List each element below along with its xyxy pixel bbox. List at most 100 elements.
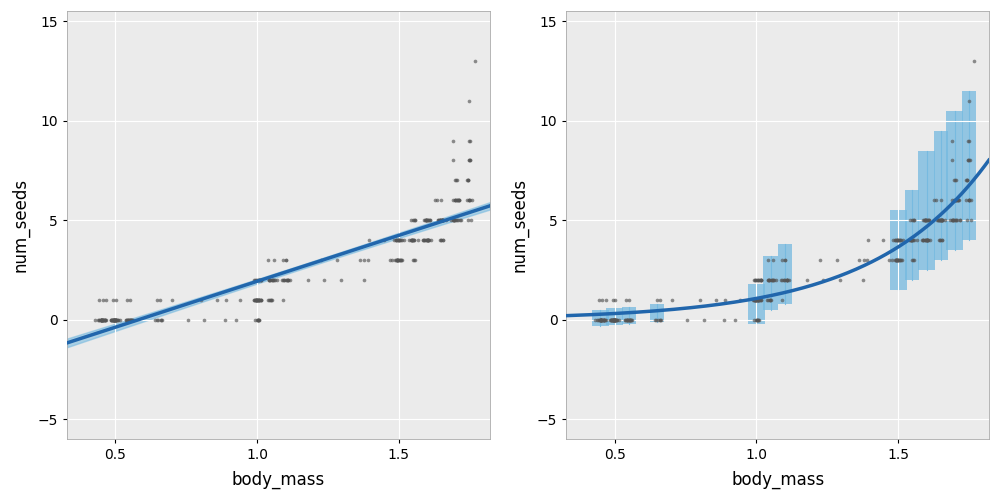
Point bbox=[948, 196, 964, 204]
Point bbox=[404, 236, 420, 244]
Point bbox=[948, 176, 964, 184]
Point bbox=[961, 196, 977, 204]
Point bbox=[407, 216, 423, 224]
Point bbox=[405, 236, 421, 244]
Point bbox=[94, 316, 110, 324]
Point bbox=[249, 296, 265, 304]
Point bbox=[445, 156, 461, 164]
Point bbox=[607, 316, 623, 324]
Point bbox=[906, 216, 922, 224]
Point bbox=[462, 136, 478, 144]
Point bbox=[150, 316, 166, 324]
Point bbox=[108, 316, 124, 324]
Point bbox=[95, 296, 111, 304]
Point bbox=[619, 316, 635, 324]
Point bbox=[393, 256, 409, 264]
Point bbox=[107, 316, 123, 324]
Point bbox=[917, 216, 933, 224]
Point bbox=[593, 316, 609, 324]
Point bbox=[280, 276, 296, 284]
Point bbox=[261, 276, 277, 284]
Point bbox=[118, 316, 134, 324]
Point bbox=[763, 296, 779, 304]
Point bbox=[607, 316, 623, 324]
Point bbox=[921, 216, 937, 224]
Point bbox=[608, 316, 624, 324]
Point bbox=[389, 256, 405, 264]
Point bbox=[108, 316, 124, 324]
Point bbox=[93, 316, 109, 324]
Point bbox=[434, 216, 450, 224]
Point bbox=[608, 316, 624, 324]
Point bbox=[106, 316, 122, 324]
Point bbox=[87, 316, 103, 324]
Point bbox=[752, 296, 768, 304]
Point bbox=[928, 196, 944, 204]
Point bbox=[892, 256, 908, 264]
Point bbox=[105, 316, 121, 324]
Point bbox=[193, 296, 209, 304]
Point bbox=[120, 316, 136, 324]
Point bbox=[416, 216, 432, 224]
Point bbox=[753, 276, 769, 284]
Point bbox=[751, 316, 767, 324]
Point bbox=[96, 316, 112, 324]
Point bbox=[903, 236, 919, 244]
Point bbox=[963, 196, 979, 204]
Bar bbox=[918, 150, 935, 270]
Point bbox=[123, 316, 139, 324]
Point bbox=[119, 296, 135, 304]
Point bbox=[593, 316, 609, 324]
Point bbox=[749, 276, 765, 284]
Point bbox=[389, 236, 405, 244]
Point bbox=[251, 276, 267, 284]
Point bbox=[95, 316, 111, 324]
Point bbox=[247, 316, 263, 324]
Point bbox=[603, 316, 619, 324]
Point bbox=[164, 296, 180, 304]
Point bbox=[597, 316, 613, 324]
Point bbox=[932, 216, 948, 224]
Point bbox=[605, 316, 621, 324]
Point bbox=[592, 316, 608, 324]
Point bbox=[932, 216, 948, 224]
Point bbox=[405, 216, 421, 224]
Point bbox=[593, 316, 609, 324]
Point bbox=[777, 256, 793, 264]
Point bbox=[433, 196, 449, 204]
Point bbox=[779, 276, 795, 284]
Bar bbox=[763, 256, 778, 310]
Point bbox=[429, 196, 445, 204]
Point bbox=[604, 316, 620, 324]
Point bbox=[653, 316, 669, 324]
Point bbox=[269, 276, 285, 284]
Point bbox=[386, 236, 402, 244]
Point bbox=[248, 296, 264, 304]
Point bbox=[776, 276, 792, 284]
Point bbox=[250, 316, 266, 324]
Point bbox=[119, 316, 135, 324]
Point bbox=[250, 316, 266, 324]
Point bbox=[435, 216, 451, 224]
Point bbox=[451, 196, 467, 204]
Point bbox=[260, 296, 276, 304]
Point bbox=[104, 316, 120, 324]
Point bbox=[415, 236, 431, 244]
Point bbox=[391, 256, 407, 264]
Point bbox=[609, 316, 625, 324]
Point bbox=[387, 256, 403, 264]
Point bbox=[749, 316, 765, 324]
Point bbox=[952, 216, 968, 224]
Point bbox=[406, 236, 422, 244]
Point bbox=[106, 316, 122, 324]
Point bbox=[750, 296, 766, 304]
Point bbox=[433, 216, 449, 224]
Point bbox=[404, 236, 420, 244]
Point bbox=[620, 316, 636, 324]
Point bbox=[753, 296, 769, 304]
Point bbox=[747, 276, 763, 284]
Point bbox=[931, 216, 947, 224]
Point bbox=[596, 316, 612, 324]
Point bbox=[276, 276, 292, 284]
Point bbox=[594, 316, 610, 324]
